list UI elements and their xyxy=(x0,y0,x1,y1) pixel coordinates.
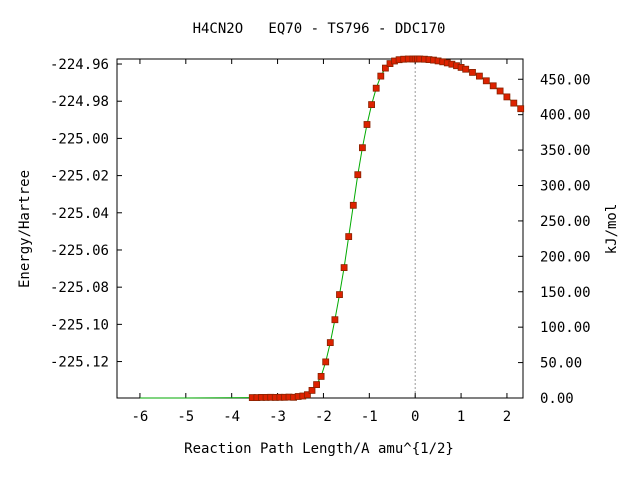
data-point xyxy=(363,121,371,128)
x-tick-label: -6 xyxy=(132,409,149,425)
y-tick-label: -225.06 xyxy=(50,243,109,259)
data-point xyxy=(331,316,339,324)
y2-tick-label: 250.00 xyxy=(540,214,591,230)
data-point xyxy=(503,93,511,101)
y-tick-label: -225.02 xyxy=(50,169,109,185)
x-tick-label: -5 xyxy=(177,409,194,425)
data-point xyxy=(340,264,348,272)
y-tick-label: -225.10 xyxy=(50,317,109,333)
data-point xyxy=(354,171,362,179)
y-tick-label: -225.08 xyxy=(50,280,109,296)
data-point xyxy=(368,101,376,108)
y2-tick-label: 300.00 xyxy=(540,179,591,195)
data-point xyxy=(377,72,385,80)
chart-title: H4CN2O EQ70 - TS796 - DDC170 xyxy=(193,21,446,37)
plot-frame xyxy=(116,58,524,399)
data-point xyxy=(308,386,316,394)
data-point xyxy=(313,381,321,389)
plot-area: -6 -5 -4 -3 -2 -1 0 1 2 -224.96 -224.98 -225.00 -225… xyxy=(50,55,591,425)
data-point xyxy=(469,69,476,76)
data-point xyxy=(322,358,330,366)
data-point xyxy=(475,72,483,80)
data-point xyxy=(326,339,334,347)
y-tick-label: -225.12 xyxy=(50,355,109,371)
y2-tick-label: 0.00 xyxy=(540,391,574,407)
y2-tick-label: 400.00 xyxy=(540,108,591,124)
data-point xyxy=(381,64,389,72)
y2-tick-label: 150.00 xyxy=(540,285,591,301)
data-point xyxy=(358,144,366,152)
x-tick-label: -2 xyxy=(315,409,332,425)
energy-curve xyxy=(139,58,522,399)
data-point xyxy=(336,291,343,299)
y-axis-label: Energy/Hartree xyxy=(17,170,33,288)
y2-tick-label: 450.00 xyxy=(540,72,591,88)
x-axis-label: Reaction Path Length/A amu^{1/2} xyxy=(184,441,454,457)
data-point xyxy=(349,201,357,209)
y-tick-label: -224.98 xyxy=(50,94,109,110)
data-point xyxy=(510,99,518,107)
x-tick-label: -4 xyxy=(223,409,240,425)
x-tick-label: 2 xyxy=(503,409,511,425)
data-point xyxy=(489,82,497,90)
data-point xyxy=(462,65,470,73)
y2-tick-label: 350.00 xyxy=(540,143,591,159)
y2-tick-label: 50.00 xyxy=(540,356,582,372)
data-point xyxy=(372,84,380,92)
y-tick-label: -225.04 xyxy=(50,206,109,222)
data-point xyxy=(317,372,325,380)
x-tick-label: 0 xyxy=(411,409,419,425)
y2-axis-label: kJ/mol xyxy=(604,204,620,255)
data-point xyxy=(303,391,311,399)
x-tick-label: -1 xyxy=(361,409,378,425)
y-tick-label: -224.96 xyxy=(50,57,109,73)
x-tick-label: 1 xyxy=(457,409,465,425)
data-point xyxy=(496,87,504,95)
y2-tick-label: 100.00 xyxy=(540,320,591,336)
data-point xyxy=(345,233,353,241)
x-tick-label: -3 xyxy=(269,409,286,425)
data-point xyxy=(482,77,490,85)
y2-tick-label: 200.00 xyxy=(540,249,591,265)
y-tick-label: -225.00 xyxy=(50,131,109,147)
data-point xyxy=(517,105,525,113)
